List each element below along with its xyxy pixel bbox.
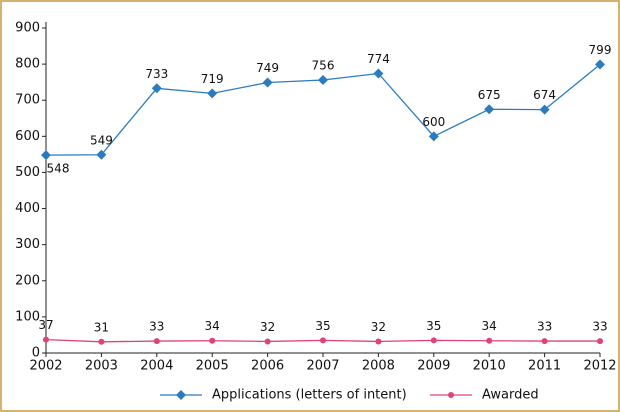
data-label: 32 (260, 320, 275, 334)
data-point (484, 104, 495, 115)
data-label: 719 (201, 72, 224, 86)
data-point (43, 336, 49, 343)
data-label: 756 (312, 59, 335, 73)
data-point (264, 338, 271, 345)
data-point (430, 337, 437, 344)
data-point (262, 77, 273, 88)
data-point (153, 338, 160, 345)
data-label: 35 (315, 319, 330, 333)
data-point (428, 131, 439, 142)
legend-marker (176, 390, 186, 400)
y-tick-label: 400 (15, 201, 40, 216)
data-label: 548 (47, 162, 70, 176)
x-tick-label: 2009 (417, 359, 450, 374)
y-tick-label: 900 (15, 21, 40, 36)
x-tick-label: 2008 (362, 359, 395, 374)
data-label: 675 (478, 88, 501, 102)
data-label: 37 (38, 318, 53, 332)
y-tick-label: 500 (15, 165, 40, 180)
data-point (209, 337, 216, 344)
x-tick-label: 2011 (528, 359, 561, 374)
y-tick-label: 200 (15, 273, 40, 288)
x-tick-label: 2003 (85, 359, 118, 374)
data-label: 34 (482, 319, 497, 333)
data-label: 600 (422, 115, 445, 129)
data-point (595, 59, 605, 70)
data-point (539, 104, 550, 115)
x-tick-label: 2012 (583, 359, 616, 374)
data-point (375, 338, 382, 345)
data-point (486, 337, 493, 344)
data-label: 549 (90, 133, 113, 147)
data-label: 32 (371, 320, 386, 334)
y-tick-label: 100 (15, 309, 40, 324)
x-tick-label: 2002 (29, 359, 62, 374)
data-label: 733 (145, 67, 168, 81)
y-tick-label: 0 (32, 346, 40, 361)
data-point (96, 149, 107, 160)
legend-label: Awarded (482, 388, 539, 403)
x-tick-label: 2006 (251, 359, 284, 374)
data-point (318, 75, 328, 85)
data-label: 33 (149, 320, 164, 334)
data-point (597, 338, 603, 345)
data-label: 35 (426, 319, 441, 333)
x-tick-label: 2005 (196, 359, 229, 374)
x-tick-label: 2007 (306, 359, 339, 374)
data-point (541, 338, 548, 345)
data-point (98, 338, 105, 345)
x-tick-label: 2004 (140, 359, 173, 374)
data-point (41, 150, 51, 161)
data-label: 33 (537, 320, 552, 334)
y-tick-label: 800 (15, 57, 40, 72)
legend-marker (448, 392, 454, 398)
data-point (207, 88, 218, 99)
data-label: 674 (533, 88, 556, 102)
data-point (320, 337, 326, 344)
data-label: 774 (367, 52, 390, 66)
data-label: 749 (256, 61, 279, 75)
legend-label: Applications (letters of intent) (212, 388, 407, 403)
data-label: 799 (589, 43, 612, 57)
data-point (373, 68, 384, 79)
data-point (151, 83, 162, 94)
data-label: 33 (592, 320, 607, 334)
y-tick-label: 700 (15, 93, 40, 108)
x-tick-label: 2010 (473, 359, 506, 374)
data-label: 31 (94, 320, 109, 334)
y-tick-label: 300 (15, 237, 40, 252)
data-label: 34 (205, 319, 220, 333)
y-tick-label: 600 (15, 129, 40, 144)
